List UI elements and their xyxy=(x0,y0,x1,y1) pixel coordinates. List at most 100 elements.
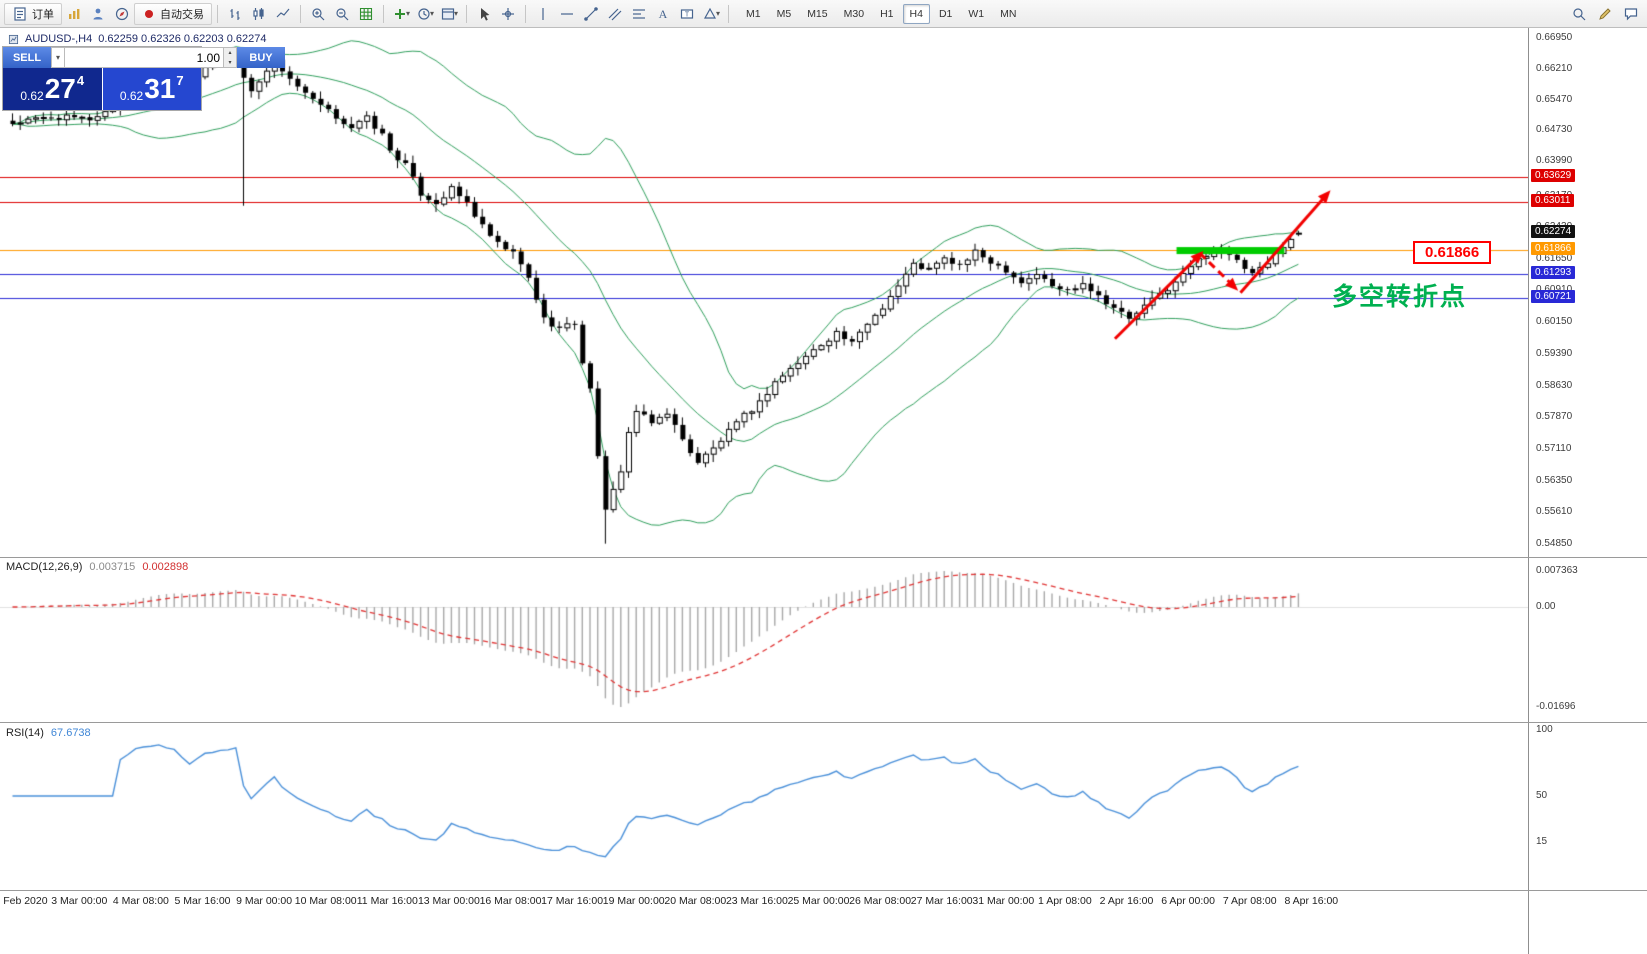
panel-divider[interactable] xyxy=(0,557,1647,558)
buy-button[interactable]: BUY xyxy=(237,47,285,68)
rsi-panel-title: RSI(14) 67.6738 xyxy=(6,727,91,739)
grid-icon[interactable] xyxy=(354,3,378,25)
periods-icon[interactable]: ▾ xyxy=(413,3,437,25)
pencil-icon[interactable] xyxy=(1593,3,1617,25)
auto-trading-label: 自动交易 xyxy=(160,8,204,21)
price-chart-canvas[interactable] xyxy=(0,28,1528,557)
toolbar-right-group xyxy=(1567,3,1643,25)
buy-price-button[interactable]: 0.62 31 7 xyxy=(102,68,201,110)
price-scale-label: 0.61650 xyxy=(1536,253,1573,265)
date-axis-label: Feb 2020 xyxy=(3,895,48,907)
cursor-icon[interactable] xyxy=(472,3,496,25)
rsi-indicator-canvas[interactable] xyxy=(0,723,1528,890)
symbol-period-label: AUDUSD-,H4 xyxy=(25,33,93,45)
toolbar-separator xyxy=(466,4,467,23)
timeframe-h1[interactable]: H1 xyxy=(880,7,894,20)
date-axis-label: 2 Apr 16:00 xyxy=(1099,895,1154,907)
timeframe-m5[interactable]: M5 xyxy=(776,7,792,20)
text-icon[interactable]: A xyxy=(651,3,675,25)
price-scale-label: 0.59390 xyxy=(1536,347,1573,359)
sell-price-prefix: 0.62 xyxy=(20,89,44,103)
timeframe-m15[interactable]: M15 xyxy=(807,7,828,20)
toolbar-separator xyxy=(383,4,384,23)
lot-increase-button[interactable]: ▴ xyxy=(224,48,236,58)
new-order-label: 订单 xyxy=(32,8,54,21)
price-scale-label: 0.65470 xyxy=(1536,93,1573,105)
candlestick-icon[interactable] xyxy=(247,3,271,25)
date-axis-label: 13 Mar 00:00 xyxy=(417,895,480,907)
date-axis-label: 23 Mar 16:00 xyxy=(725,895,788,907)
profile-icon[interactable] xyxy=(86,3,110,25)
date-axis-label: 5 Mar 16:00 xyxy=(174,895,231,907)
line-chart-icon[interactable] xyxy=(271,3,295,25)
buy-price-big-digits: 31 xyxy=(144,73,176,104)
indicators-icon[interactable]: ▾ xyxy=(389,3,413,25)
timeframe-m30[interactable]: M30 xyxy=(843,7,865,20)
lot-decrease-button[interactable]: ▾ xyxy=(224,57,236,67)
price-scale-label: 0.54850 xyxy=(1536,537,1573,549)
order-type-caret[interactable]: ▾ xyxy=(51,47,65,68)
indicators-caret-icon: ▾ xyxy=(405,9,410,18)
date-axis-label: 1 Apr 08:00 xyxy=(1038,895,1092,907)
sell-button[interactable]: SELL xyxy=(3,47,51,68)
auto-trading-status-icon xyxy=(144,9,154,18)
shapes-caret-icon: ▾ xyxy=(715,9,720,18)
timeframe-m1[interactable]: M1 xyxy=(746,7,761,20)
shapes-icon[interactable]: ▾ xyxy=(699,3,723,25)
timeframe-d1[interactable]: D1 xyxy=(938,7,953,20)
date-axis-label: 4 Mar 08:00 xyxy=(112,895,169,907)
price-level-tag: 0.63629 xyxy=(1531,168,1576,182)
sell-price-pip: 4 xyxy=(76,73,85,88)
panel-divider[interactable] xyxy=(0,722,1647,723)
timeframe-h4[interactable]: H4 xyxy=(902,3,930,24)
new-order-icon xyxy=(14,6,26,21)
rsi-value: 67.6738 xyxy=(50,727,91,739)
date-axis-label: 8 Apr 16:00 xyxy=(1284,895,1339,907)
templates-icon[interactable]: ▾ xyxy=(437,3,461,25)
date-axis-label: 26 Mar 08:00 xyxy=(849,895,912,907)
channel-icon[interactable] xyxy=(603,3,627,25)
price-level-tag: 0.60721 xyxy=(1531,290,1576,304)
price-level-tag: 0.61866 xyxy=(1531,242,1576,256)
auto-trading-button[interactable]: 自动交易 xyxy=(134,2,212,25)
crosshair-icon[interactable] xyxy=(496,3,520,25)
market-watch-icon[interactable] xyxy=(62,3,86,25)
sell-price-button[interactable]: 0.62 27 4 xyxy=(3,68,102,110)
label-icon[interactable]: T xyxy=(675,3,699,25)
macd-scale-label: -0.01696 xyxy=(1536,701,1576,712)
sell-price-big-digits: 27 xyxy=(44,73,76,104)
date-axis-label: 6 Apr 00:00 xyxy=(1161,895,1215,907)
horizontal-line-icon[interactable] xyxy=(555,3,579,25)
lot-size-input[interactable] xyxy=(65,47,224,68)
svg-text:T: T xyxy=(685,11,690,18)
trendline-icon[interactable] xyxy=(579,3,603,25)
price-scale-label: 0.56350 xyxy=(1536,474,1573,486)
date-axis: Feb 2020 3 Mar 00:00 4 Mar 08:00 5 Mar 16:0… xyxy=(0,891,1528,954)
bar-chart-icon[interactable] xyxy=(223,3,247,25)
price-level-tag: 0.61293 xyxy=(1531,266,1576,280)
lot-spinner: ▴ ▾ xyxy=(224,47,237,68)
date-axis-label: 10 Mar 08:00 xyxy=(294,895,357,907)
vertical-line-icon[interactable] xyxy=(531,3,555,25)
date-axis-label: 19 Mar 00:00 xyxy=(602,895,665,907)
date-axis-label: 20 Mar 08:00 xyxy=(664,895,727,907)
date-axis-label: 17 Mar 16:00 xyxy=(541,895,604,907)
new-order-button[interactable]: 订单 xyxy=(4,2,62,25)
zoom-in-icon[interactable] xyxy=(306,3,330,25)
panel-divider[interactable] xyxy=(0,890,1647,891)
date-axis-label: 7 Apr 08:00 xyxy=(1222,895,1277,907)
fibonacci-icon[interactable] xyxy=(627,3,651,25)
macd-indicator-canvas[interactable] xyxy=(0,558,1528,722)
toolbar-separator xyxy=(300,4,301,23)
zoom-out-icon[interactable] xyxy=(330,3,354,25)
macd-signal-value: 0.002898 xyxy=(142,561,189,573)
date-axis-label: 27 Mar 16:00 xyxy=(910,895,973,907)
navigator-icon[interactable] xyxy=(110,3,134,25)
date-axis-label: 9 Mar 00:00 xyxy=(236,895,293,907)
chat-icon[interactable] xyxy=(1619,3,1643,25)
toolbar-separator xyxy=(217,4,218,23)
timeframe-mn[interactable]: MN xyxy=(1000,7,1017,20)
search-icon[interactable] xyxy=(1567,3,1591,25)
timeframe-w1[interactable]: W1 xyxy=(968,7,985,20)
